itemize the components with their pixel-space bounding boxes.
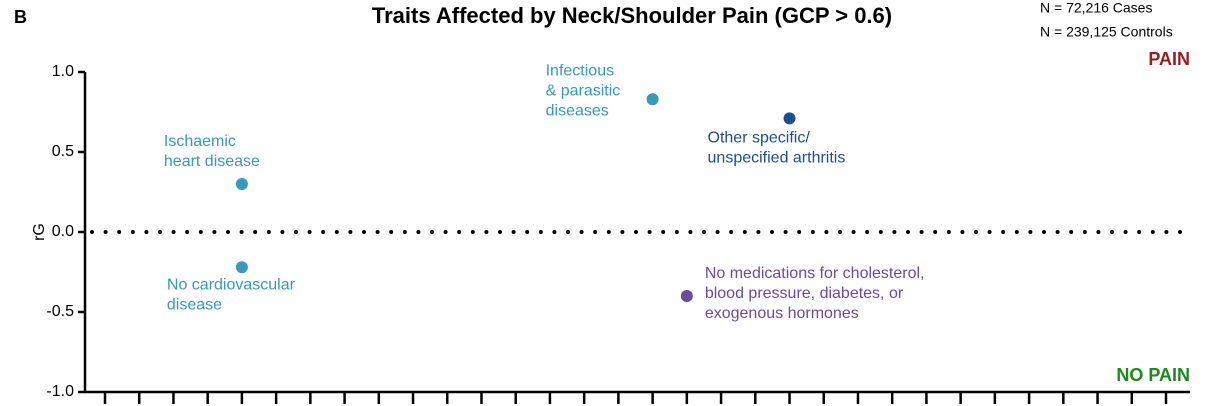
point-label: exogenous hormones xyxy=(705,305,859,322)
pain-label: PAIN xyxy=(1148,49,1190,69)
y-tick-label: 0.5 xyxy=(52,143,74,160)
point xyxy=(235,178,248,190)
point xyxy=(783,112,796,125)
y-tick-label: -1.0 xyxy=(46,383,74,400)
point-label: & parasitic xyxy=(546,82,621,99)
point xyxy=(680,290,693,302)
point-label: unspecified arthritis xyxy=(708,150,846,167)
point-label: No cardiovascular xyxy=(167,276,296,293)
point-label: Infectious xyxy=(546,62,614,79)
y-axis-label: rG xyxy=(31,223,48,241)
chart-title: Traits Affected by Neck/Shoulder Pain (G… xyxy=(372,3,892,28)
no-pain-label: NO PAIN xyxy=(1116,365,1190,385)
point-label: blood pressure, diabetes, or xyxy=(705,285,904,302)
y-tick-label: 0.0 xyxy=(52,223,74,240)
point-label: No medications for cholesterol, xyxy=(705,265,925,282)
point-label: heart disease xyxy=(164,153,260,170)
point-label: Ischaemic xyxy=(164,133,236,150)
y-tick-label: 1.0 xyxy=(52,63,74,80)
point xyxy=(235,261,248,274)
point-label: Other specific/ xyxy=(708,130,811,147)
point xyxy=(646,93,659,106)
point-label: diseases xyxy=(546,102,609,119)
panel-letter: B xyxy=(14,7,27,27)
point-label: disease xyxy=(167,296,222,313)
y-tick-label: -0.5 xyxy=(46,303,74,320)
note: N = 239,125 Controls xyxy=(1040,24,1173,40)
note: N = 72,216 Cases xyxy=(1040,0,1152,16)
